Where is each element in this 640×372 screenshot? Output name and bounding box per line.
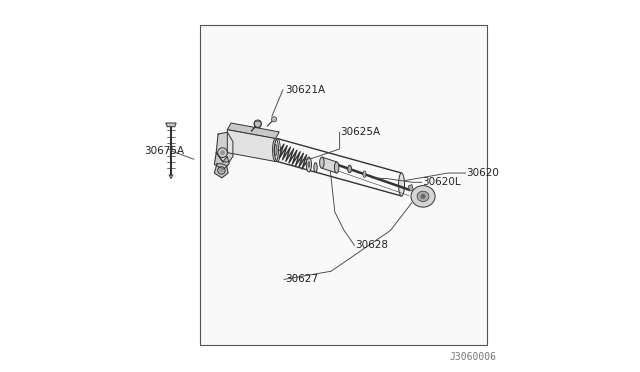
Text: 30620L: 30620L	[422, 177, 461, 187]
Ellipse shape	[363, 171, 366, 177]
Text: 30620: 30620	[467, 168, 499, 178]
Polygon shape	[216, 132, 233, 162]
Text: 30621A: 30621A	[285, 85, 325, 94]
Polygon shape	[322, 157, 337, 173]
Ellipse shape	[319, 157, 324, 168]
Text: 30628: 30628	[355, 240, 388, 250]
Text: 30627: 30627	[285, 275, 318, 284]
Polygon shape	[227, 123, 279, 138]
Circle shape	[221, 151, 225, 154]
Ellipse shape	[399, 173, 404, 196]
Circle shape	[421, 195, 425, 198]
Polygon shape	[214, 164, 228, 178]
Bar	[200, 25, 487, 345]
Ellipse shape	[417, 191, 429, 202]
Ellipse shape	[308, 162, 310, 167]
Circle shape	[271, 117, 276, 122]
Ellipse shape	[314, 163, 317, 172]
Ellipse shape	[411, 186, 435, 207]
Ellipse shape	[307, 157, 312, 172]
Circle shape	[254, 120, 262, 128]
Circle shape	[220, 169, 223, 172]
Polygon shape	[214, 153, 229, 169]
Text: 30675A: 30675A	[144, 146, 184, 156]
Ellipse shape	[273, 138, 278, 161]
Ellipse shape	[348, 165, 351, 173]
Text: J3060006: J3060006	[449, 352, 496, 362]
Ellipse shape	[274, 144, 277, 155]
Text: 30625A: 30625A	[340, 127, 381, 137]
Ellipse shape	[335, 162, 339, 173]
Polygon shape	[166, 123, 176, 127]
Polygon shape	[408, 185, 413, 191]
Polygon shape	[227, 130, 276, 161]
